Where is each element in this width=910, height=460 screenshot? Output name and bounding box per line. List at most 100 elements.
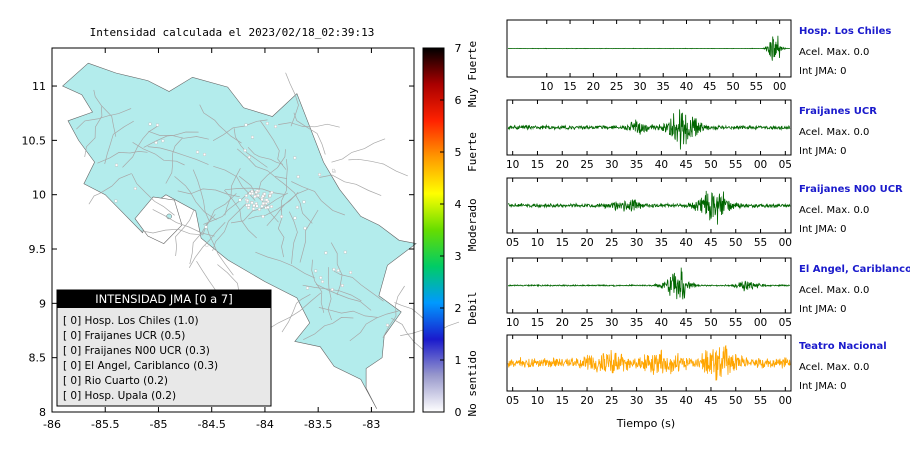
road-line [247, 146, 284, 165]
station-acel-max: Acel. Max. 0.0 [799, 362, 869, 373]
colorbar-ticks: 7 6 5 4 3 2 1 0 [440, 42, 462, 419]
map-title: Intensidad calculada el 2023/02/18_02:39… [90, 26, 375, 39]
map-x-tick-label: -83 [362, 418, 380, 431]
settlement-dot [340, 284, 344, 287]
settlement-dot [330, 288, 334, 292]
road-line [236, 148, 288, 179]
settlement-dot [161, 139, 165, 143]
time-tick-label: 25 [605, 395, 618, 407]
time-tick-label: 35 [657, 81, 670, 93]
road-line [281, 293, 311, 333]
colorbar-gradient [422, 47, 445, 413]
road-line [257, 149, 286, 193]
settlement-dot [254, 202, 258, 205]
intensity-legend: INTENSIDAD JMA [0 a 7] [ 0] Hosp. Los Ch… [56, 289, 272, 407]
road-network [76, 72, 460, 359]
station-name: Hosp. Los Chiles [799, 26, 891, 37]
intensity-colorbar: 7 6 5 4 3 2 1 0 Muy Fuerte Fuerte Moderado Debil No… [422, 41, 479, 419]
legend-item: [ 0] Fraijanes UCR (0.5) [63, 330, 185, 342]
settlement-dot [256, 194, 260, 197]
time-tick-label: 20 [580, 395, 593, 407]
map-y-tick-label: 8 [39, 406, 46, 419]
road-line [212, 119, 268, 142]
time-tick-label: 10 [506, 317, 519, 329]
road-line [291, 181, 346, 216]
map-frame [51, 47, 415, 413]
time-tick-label: 55 [729, 159, 742, 171]
time-tick-label: 30 [633, 81, 646, 93]
legend-item: [ 0] Hosp. Los Chiles (1.0) [63, 315, 199, 327]
road-line [318, 307, 378, 318]
road-line [97, 151, 148, 164]
settlement-dot [280, 215, 283, 219]
settlement-dot [257, 207, 261, 211]
seismogram-panel: 05 10 15 20 25 30 35 40 45 50 55 00 Teatro Nacional A… [506, 334, 887, 407]
settlement-dot [246, 199, 250, 202]
settlement-dot [244, 194, 248, 198]
colorbar-category-label: Fuerte [466, 132, 479, 172]
time-tick-label: 40 [679, 237, 692, 249]
legend-station-list: [ 0] Hosp. Los Chiles (1.0) [ 0] Fraijane… [63, 315, 218, 402]
time-tick-label: 30 [630, 237, 643, 249]
road-line [175, 209, 195, 257]
legend-header-bg [57, 290, 271, 308]
map-y-tick-label: 10 [32, 189, 46, 202]
road-line [331, 138, 386, 163]
seismogram-panel: 10 15 20 25 30 35 40 45 50 55 00 Hosp. Los Chiles Ac… [506, 19, 891, 93]
colorbar-tick-label: 5 [455, 146, 462, 159]
time-axis-label: Tiempo (s) [616, 417, 675, 430]
road-line [299, 209, 319, 263]
time-tick-label: 25 [580, 159, 593, 171]
settlement-points [114, 122, 389, 327]
colorbar-tick-label: 1 [455, 354, 462, 367]
road-line [88, 173, 132, 205]
settlement-dot [293, 156, 297, 160]
time-tick-label: 45 [703, 81, 716, 93]
settlement-dot [250, 190, 254, 193]
road-line [212, 203, 247, 252]
time-tick-label: 50 [729, 237, 742, 249]
settlement-dot [318, 173, 322, 176]
settlement-dot [306, 286, 309, 290]
time-tick-label: 45 [704, 395, 717, 407]
station-acel-max: Acel. Max. 0.0 [799, 205, 869, 216]
settlement-dot [303, 226, 307, 230]
time-tick-label: 30 [630, 395, 643, 407]
station-name: Fraijanes N00 UCR [799, 184, 903, 195]
waveform-line [507, 35, 791, 61]
settlement-dot [296, 175, 300, 179]
road-line [274, 176, 313, 224]
road-line [259, 120, 287, 170]
settlement-dot [247, 155, 251, 159]
road-line [285, 72, 299, 127]
road-line [333, 270, 384, 302]
time-tick-label: 50 [729, 395, 742, 407]
road-line [203, 190, 252, 225]
map-y-tick-label: 11 [32, 80, 46, 93]
station-name: Fraijanes UCR [799, 106, 877, 117]
mainland-polygon [62, 62, 417, 409]
settlement-dot [252, 204, 256, 208]
road-line [224, 168, 241, 216]
time-tick-label: 05 [506, 237, 519, 249]
settlement-dot [266, 205, 270, 209]
time-tick-label: 25 [605, 237, 618, 249]
seismogram-panel: 10 15 20 25 30 35 40 45 50 55 00 05 El Angel, Caribl… [506, 257, 910, 329]
road-line [280, 159, 288, 212]
seismogram-panels: 10 15 20 25 30 35 40 45 50 55 00 Hosp. Los Chiles Ac… [506, 19, 910, 407]
road-line [148, 130, 209, 140]
time-tick-label: 45 [704, 237, 717, 249]
time-tick-label: 55 [754, 237, 767, 249]
colorbar-tick-label: 6 [455, 94, 462, 107]
road-line [315, 283, 372, 311]
station-acel-max: Acel. Max. 0.0 [799, 127, 869, 138]
settlement-dot [295, 205, 299, 209]
settlement-dot [332, 268, 336, 271]
time-tick-label: 15 [531, 317, 544, 329]
waveform-line [507, 109, 791, 150]
time-tick-label: 30 [605, 159, 618, 171]
map-x-tick-label: -84.5 [197, 418, 225, 431]
road-line [327, 267, 332, 321]
settlement-dot [205, 243, 209, 247]
road-line [224, 189, 257, 239]
